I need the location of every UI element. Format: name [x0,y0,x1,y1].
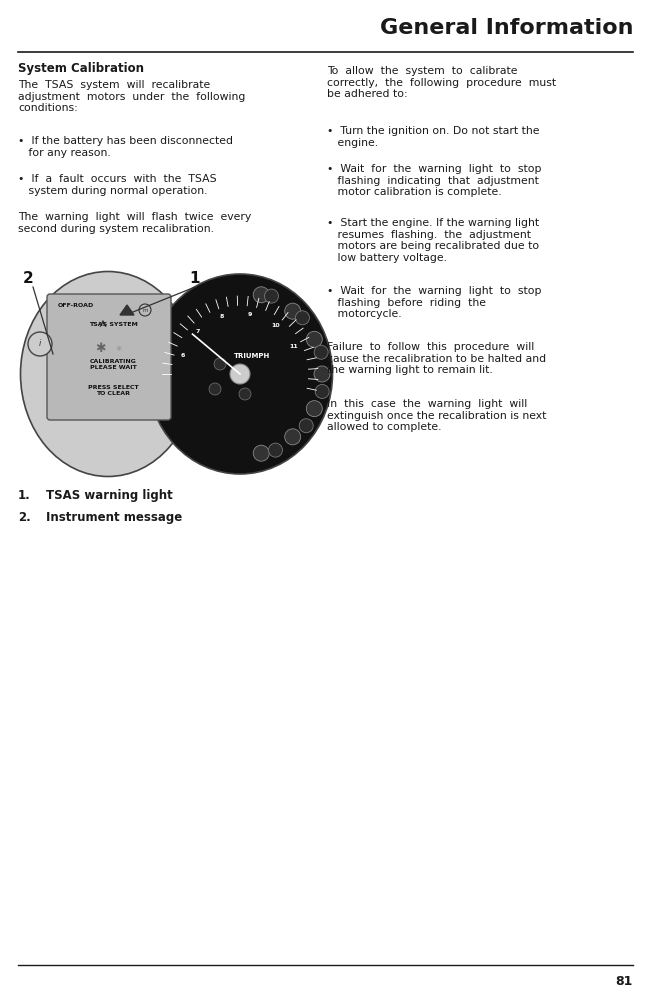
Text: •  Wait  for  the  warning  light  to  stop
   flashing  indicating  that  adjus: • Wait for the warning light to stop fla… [327,164,541,197]
Text: OFF-ROAD: OFF-ROAD [58,303,94,308]
Circle shape [284,429,301,445]
Text: 7: 7 [195,329,200,334]
Text: 2.: 2. [18,511,31,524]
Text: General Information: General Information [380,18,633,38]
Text: System Calibration: System Calibration [18,62,144,75]
Circle shape [296,311,309,325]
Text: Failure  to  follow  this  procedure  will
cause the recalibration to be halted : Failure to follow this procedure will ca… [327,342,546,375]
Text: •  If the battery has been disconnected
   for any reason.: • If the battery has been disconnected f… [18,136,233,158]
Text: 1: 1 [189,271,201,286]
Text: ✱: ✱ [95,342,105,355]
Circle shape [314,345,328,359]
FancyBboxPatch shape [47,294,171,420]
Text: 10: 10 [271,323,279,328]
Text: The  warning  light  will  flash  twice  every
second during system recalibratio: The warning light will flash twice every… [18,212,251,234]
Text: 81: 81 [616,975,633,988]
Circle shape [28,332,52,356]
Text: TSAS SYSTEM: TSAS SYSTEM [89,322,137,327]
Text: 1.: 1. [18,489,31,502]
Text: TRIUMPH: TRIUMPH [234,353,270,359]
Text: m: m [143,308,148,312]
Ellipse shape [20,271,195,477]
Polygon shape [120,305,134,315]
Circle shape [230,364,250,384]
Text: 11: 11 [289,344,298,349]
Circle shape [299,419,313,433]
Text: 6: 6 [181,353,185,358]
Circle shape [209,383,221,395]
Text: The  TSAS  system  will  recalibrate
adjustment  motors  under  the  following
c: The TSAS system will recalibrate adjustm… [18,80,245,113]
Circle shape [268,443,283,457]
Text: 8: 8 [219,314,224,319]
Text: Instrument message: Instrument message [46,511,182,524]
Circle shape [214,358,226,370]
Text: 9: 9 [247,312,251,317]
Circle shape [315,384,329,398]
Circle shape [307,401,322,417]
Text: •  Turn the ignition on. Do not start the
   engine.: • Turn the ignition on. Do not start the… [327,126,539,148]
Text: 2: 2 [23,271,33,286]
Text: •  Wait  for  the  warning  light  to  stop
   flashing  before  riding  the
   : • Wait for the warning light to stop fla… [327,286,541,319]
Circle shape [253,287,270,303]
Text: In  this  case  the  warning  light  will
extinguish once the recalibration is n: In this case the warning light will exti… [327,399,546,432]
Circle shape [239,388,251,400]
Text: TSAS warning light: TSAS warning light [46,489,173,502]
Circle shape [314,366,330,382]
Text: •  If  a  fault  occurs  with  the  TSAS
   system during normal operation.: • If a fault occurs with the TSAS system… [18,174,217,196]
Text: i: i [39,340,41,349]
Ellipse shape [148,274,333,474]
Text: PRESS SELECT
TO CLEAR: PRESS SELECT TO CLEAR [88,385,138,396]
Text: CALIBRATING
PLEASE WAIT: CALIBRATING PLEASE WAIT [90,359,137,370]
Circle shape [284,303,301,319]
Text: ✶: ✶ [114,344,122,354]
Text: To  allow  the  system  to  calibrate
correctly,  the  following  procedure  mus: To allow the system to calibrate correct… [327,66,556,99]
Circle shape [253,445,270,461]
Circle shape [264,289,279,303]
Circle shape [307,331,322,347]
Text: •  Start the engine. If the warning light
   resumes  flashing.  the  adjustment: • Start the engine. If the warning light… [327,218,539,263]
